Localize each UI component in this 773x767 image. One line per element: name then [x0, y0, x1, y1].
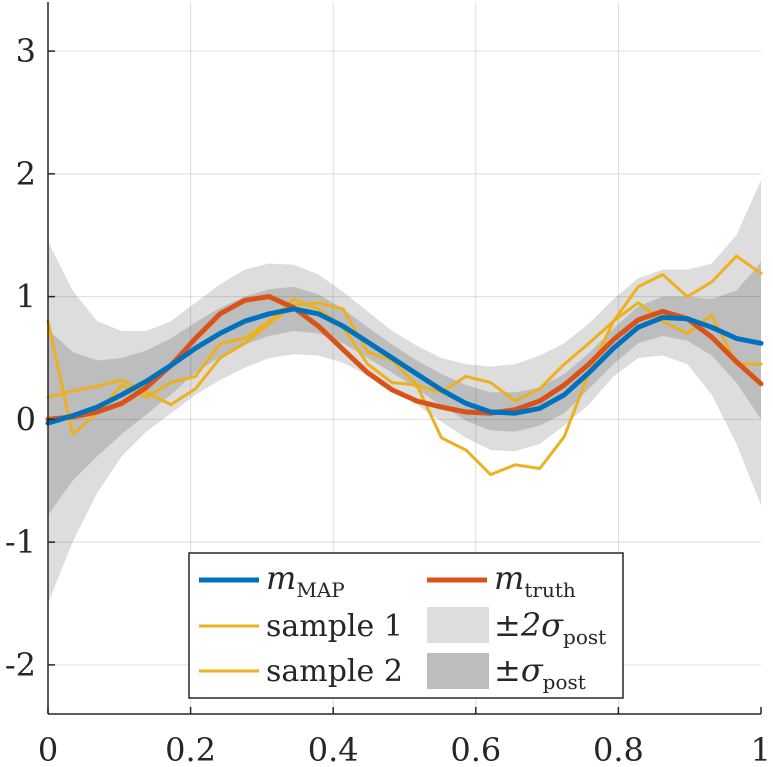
legend-label-sample-2: sample 2 — [266, 654, 403, 689]
legend-label-sigma-base: ±σ — [494, 651, 544, 689]
grid-lines — [48, 2, 761, 714]
y-tick-label-4: 2 — [16, 155, 36, 193]
x-tick-label-5: 1 — [751, 731, 771, 767]
line-sample-2 — [46, 297, 763, 477]
legend-label-sigma: ±σpost — [494, 651, 586, 694]
legend-label-sigma-sub: post — [543, 670, 586, 694]
band-2sigma — [48, 180, 761, 604]
legend-label-map: mMAP — [266, 559, 345, 602]
band-1sigma — [48, 262, 761, 516]
y-tick-label-5: 3 — [16, 32, 36, 70]
legend-label-2sigma-sub: post — [563, 625, 606, 649]
tick-labels: 0 0.2 0.4 0.6 0.8 1 -2 -1 0 1 2 3 — [5, 32, 771, 767]
x-tick-label-3: 0.6 — [450, 731, 501, 767]
axes — [47, 2, 762, 715]
y-tick-label-0: -2 — [5, 646, 36, 684]
line-sample-1 — [46, 254, 763, 407]
x-tick-label-0: 0 — [38, 731, 58, 767]
uncertainty-bands — [48, 180, 761, 604]
legend-swatch-2sigma — [427, 607, 489, 643]
y-tick-label-3: 1 — [16, 278, 36, 316]
legend-label-2sigma: ±2σpost — [494, 606, 606, 649]
legend-label-truth-sub: truth — [524, 578, 576, 602]
x-tick-label-4: 0.8 — [593, 731, 644, 767]
y-tick-label-2: 0 — [16, 400, 36, 438]
legend: mMAP mtruth sample 1 ±2σpost sample 2 ±σ… — [188, 552, 624, 699]
legend-label-2sigma-base: ±2σ — [494, 606, 564, 644]
x-tick-label-2: 0.4 — [308, 731, 359, 767]
y-tick-label-1: -1 — [5, 523, 36, 561]
legend-label-truth: mtruth — [494, 559, 576, 602]
line-m-map — [45, 306, 764, 426]
legend-label-map-sub: MAP — [296, 578, 344, 602]
legend-label-truth-base: m — [494, 559, 524, 597]
legend-label-map-base: m — [266, 559, 296, 597]
x-tick-label-1: 0.2 — [165, 731, 216, 767]
legend-box — [188, 552, 624, 699]
legend-label-sample-1: sample 1 — [266, 609, 403, 644]
legend-swatch-sigma — [427, 653, 489, 689]
series-lines — [45, 254, 764, 477]
